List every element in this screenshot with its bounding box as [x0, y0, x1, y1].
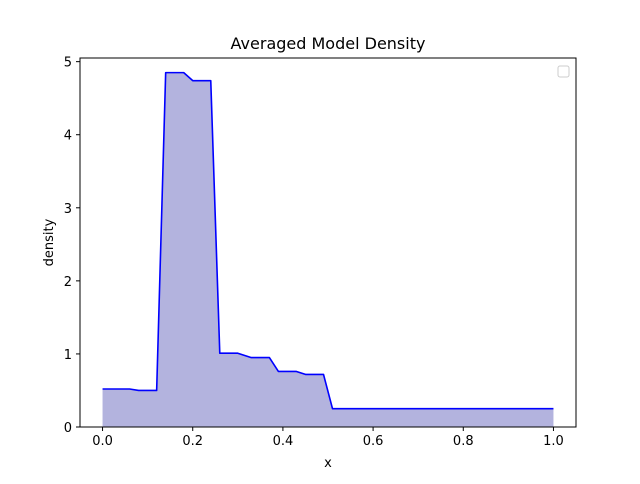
y-tick-label: 1: [64, 348, 72, 363]
density-line: [102, 71, 554, 410]
x-tick-label: 1.0: [543, 434, 564, 449]
x-axis-label: x: [324, 456, 332, 471]
y-tick-label: 2: [64, 275, 72, 290]
x-tick-label: 0.4: [273, 434, 294, 449]
x-tick-label: 0.8: [453, 434, 474, 449]
x-tick-label: 0.0: [92, 434, 113, 449]
plot-content: [102, 71, 554, 427]
x-tick-label: 0.2: [182, 434, 203, 449]
legend-box: [557, 65, 570, 78]
axis-ticks: 0.0 0.2 0.4 0.6 0.8 1.0 0 1 2 3 4 5: [64, 56, 564, 449]
x-tick-label: 0.6: [363, 434, 384, 449]
y-tick-label: 3: [64, 202, 72, 217]
density-area-fill: [102, 72, 554, 427]
y-tick-label: 0: [64, 421, 72, 436]
y-tick-label: 5: [64, 56, 72, 71]
y-axis-label: density: [42, 218, 57, 266]
y-tick-label: 4: [64, 129, 72, 144]
axes-frame: [79, 57, 577, 428]
chart-title: Averaged Model Density: [231, 34, 426, 53]
